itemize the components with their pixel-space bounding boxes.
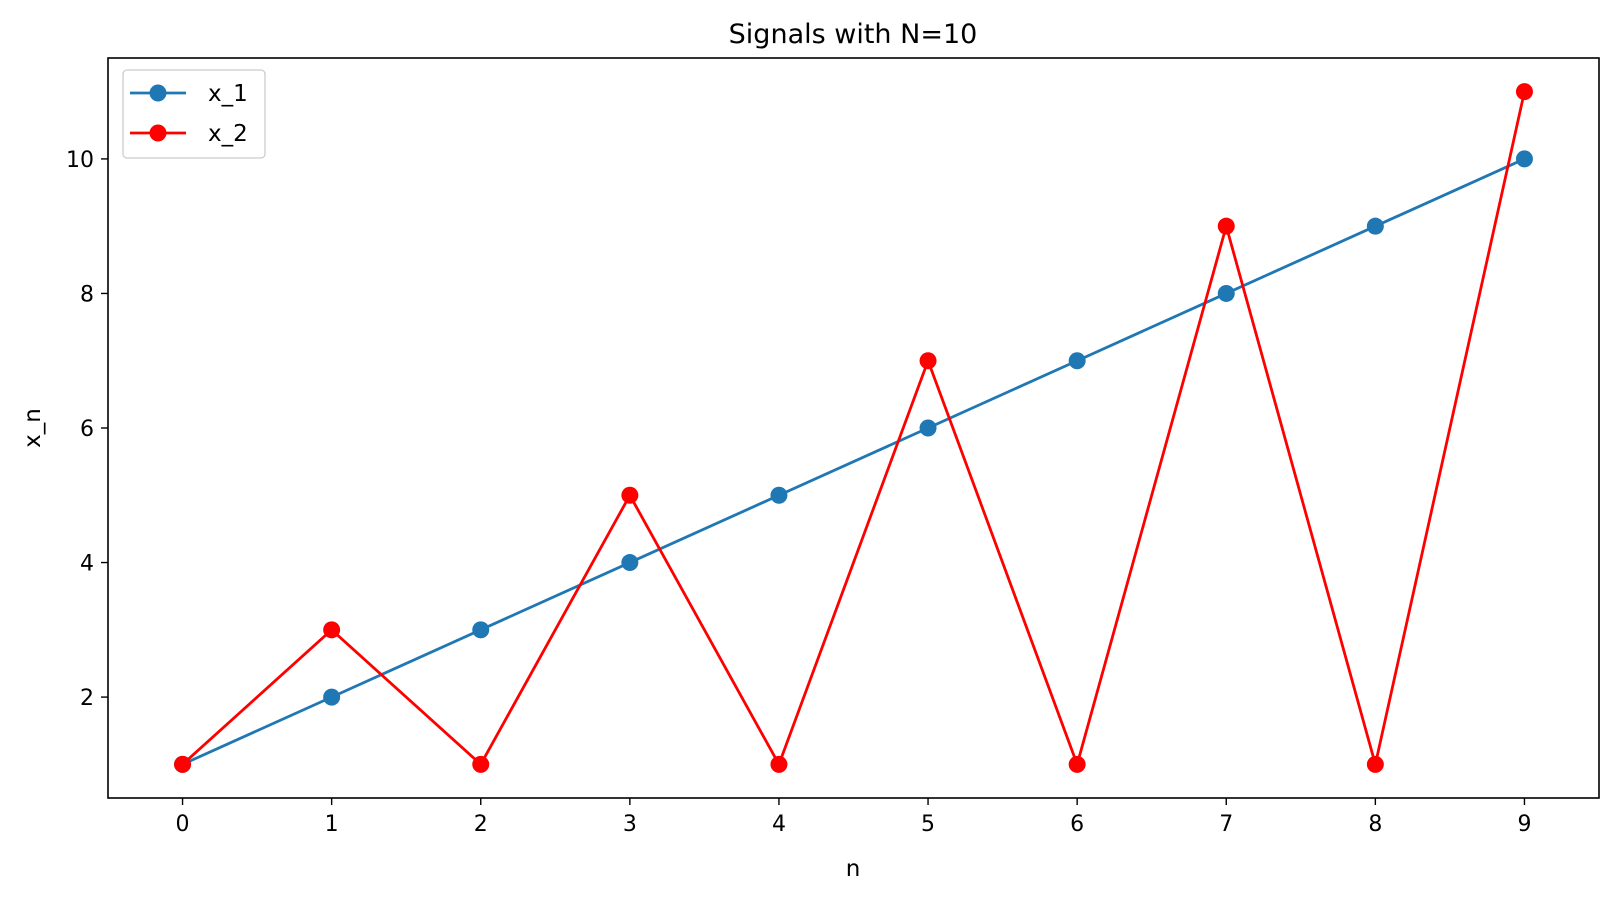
x-tick-label: 7 <box>1219 812 1233 837</box>
x-tick-label: 1 <box>325 812 339 837</box>
x-axis-label: n <box>846 856 861 882</box>
chart-title: Signals with N=10 <box>729 19 978 50</box>
data-point-x_1 <box>1366 217 1384 235</box>
x-tick-label: 6 <box>1070 812 1084 837</box>
series-line-x_1 <box>181 157 1526 766</box>
y-axis-label: x_n <box>20 408 46 448</box>
x-tick-label: 9 <box>1517 812 1531 837</box>
y-tick-label: 2 <box>80 686 94 711</box>
data-point-x_2 <box>1217 217 1235 235</box>
y-tick-label: 6 <box>80 417 94 442</box>
data-point-x_2 <box>1068 755 1086 773</box>
x-tick-label: 8 <box>1368 812 1382 837</box>
data-point-x_1 <box>919 419 937 437</box>
data-point-x_1 <box>472 621 490 639</box>
data-point-x_2 <box>1366 755 1384 773</box>
legend: x_1 x_2 <box>122 69 266 159</box>
legend-label-x_2: x_2 <box>208 121 248 147</box>
data-point-x_1 <box>1515 150 1533 168</box>
data-point-x_2 <box>472 755 490 773</box>
x-tick-label: 2 <box>474 812 488 837</box>
x-axis: 0 1 2 3 4 5 6 7 8 9 <box>176 798 1531 837</box>
data-point-x_2 <box>1515 83 1533 101</box>
data-point-x_2 <box>770 755 788 773</box>
x-tick-label: 4 <box>772 812 786 837</box>
data-point-x_1 <box>1217 284 1235 302</box>
y-tick-label: 8 <box>80 282 94 307</box>
x-tick-label: 3 <box>623 812 637 837</box>
y-axis: 2 4 6 8 10 <box>66 148 108 711</box>
legend-label-x_1: x_1 <box>208 81 248 107</box>
data-point-x_2 <box>174 755 192 773</box>
legend-marker-x_1 <box>149 84 167 102</box>
data-point-x_1 <box>621 554 639 572</box>
data-point-x_1 <box>323 688 341 706</box>
x-tick-label: 0 <box>176 812 190 837</box>
data-point-x_1 <box>1068 352 1086 370</box>
y-tick-label: 10 <box>66 148 94 173</box>
data-point-x_2 <box>919 352 937 370</box>
x-tick-label: 5 <box>921 812 935 837</box>
y-tick-label: 4 <box>80 552 94 577</box>
series-line-x_2 <box>181 91 1526 766</box>
data-point-x_2 <box>621 486 639 504</box>
data-point-x_1 <box>770 486 788 504</box>
legend-marker-x_2 <box>149 124 167 142</box>
data-point-x_2 <box>323 621 341 639</box>
plot-area <box>174 83 1533 773</box>
